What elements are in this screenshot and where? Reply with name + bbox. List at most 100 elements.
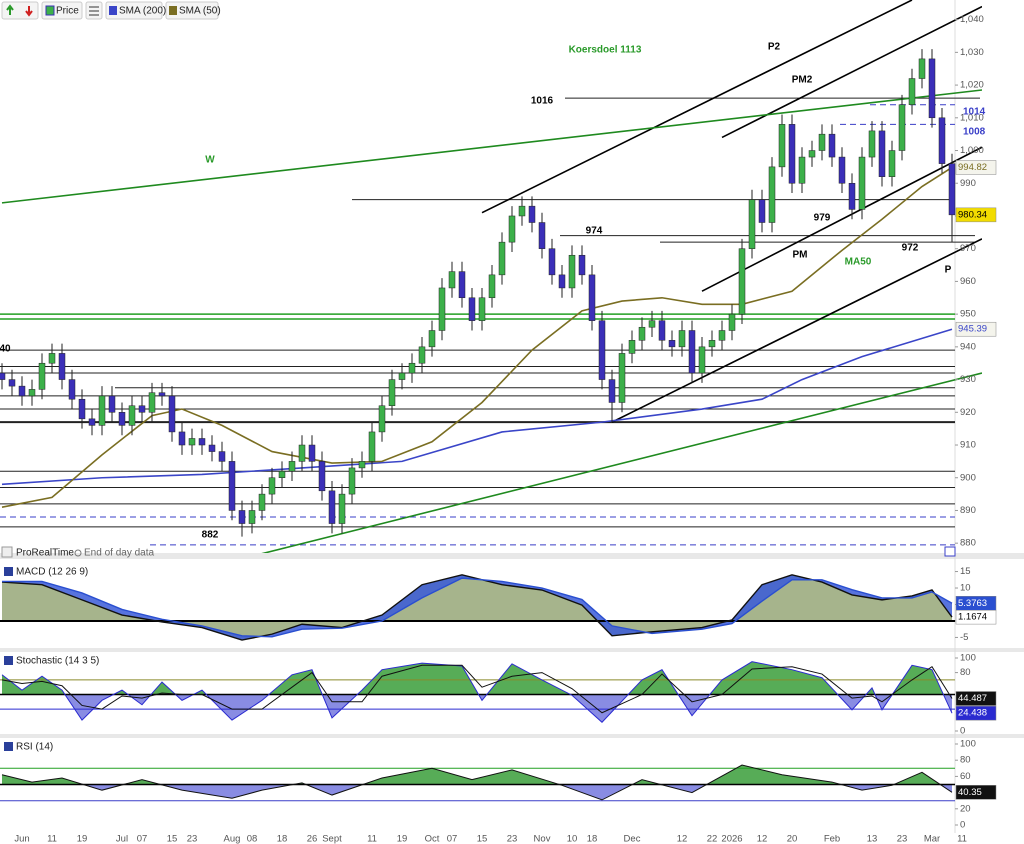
candle-body	[578, 254, 586, 276]
x-tick-label: 15	[477, 834, 488, 844]
y-tick-label: 1,020	[960, 80, 984, 91]
candle-body	[608, 379, 616, 403]
candle-body	[828, 133, 836, 158]
candle-body	[798, 156, 806, 184]
y-tick-label: 60	[960, 771, 971, 782]
x-tick-label: Oct	[425, 834, 440, 844]
area-above	[2, 661, 952, 695]
x-tick-label: 18	[277, 834, 288, 844]
candle-body	[878, 130, 886, 177]
corner-button[interactable]	[944, 546, 956, 557]
candle-body	[308, 444, 316, 462]
candle-body	[368, 431, 376, 462]
candle-body	[478, 297, 486, 321]
toolbar-item: SMA (50)	[179, 6, 221, 17]
candle-body	[718, 330, 726, 341]
x-tick-label: 15	[167, 834, 178, 844]
x-tick-label: 11	[47, 834, 57, 844]
x-tick-label: 13	[867, 834, 878, 844]
x-tick-label: Aug	[224, 834, 241, 844]
sma50-button[interactable]	[165, 1, 219, 20]
annotation: PM2	[792, 75, 813, 86]
trend-line	[481, 0, 913, 214]
annotation: W	[205, 155, 215, 166]
y-tick-label: 1,010	[960, 112, 984, 123]
footer-text: End of day data	[84, 548, 154, 559]
candle-body	[908, 78, 916, 105]
candle-body	[438, 287, 446, 331]
candle-body	[258, 493, 266, 511]
candle-body	[168, 395, 176, 433]
candle-body	[378, 405, 386, 433]
panel-icon	[4, 742, 13, 751]
y-tick-label: 930	[960, 374, 976, 385]
annotation: PM	[793, 250, 808, 261]
panel-separator	[0, 734, 1024, 738]
candle-body	[748, 199, 756, 249]
sma200-icon	[109, 6, 117, 15]
y-tick-label: 100	[960, 653, 976, 664]
x-tick-label: Nov	[534, 834, 551, 844]
arrows-button[interactable]	[1, 1, 39, 20]
candle-body	[468, 297, 476, 321]
x-tick-label: 10	[567, 834, 578, 844]
candle-body	[78, 398, 86, 420]
candle-body	[938, 117, 946, 164]
value-box	[955, 160, 997, 175]
moving-average	[1, 166, 953, 508]
candle-body	[38, 362, 46, 390]
candle-body	[418, 346, 426, 364]
candle-body	[818, 133, 826, 151]
candle-body	[758, 199, 766, 223]
candle-body	[788, 124, 796, 184]
candle-body	[868, 130, 876, 158]
trend-line	[1, 89, 982, 204]
candle-body	[918, 58, 926, 79]
x-tick-label: 18	[587, 834, 598, 844]
candle-body	[288, 461, 296, 472]
candle-body	[148, 392, 156, 413]
candle-body	[658, 320, 666, 341]
y-tick-label: 20	[960, 803, 971, 814]
candle-body	[48, 353, 56, 364]
candle-body	[498, 241, 506, 276]
footer-text: ProRealTime	[16, 548, 74, 559]
x-tick-label: 26	[307, 834, 318, 844]
y-tick-label: 990	[960, 178, 976, 189]
value-box-label: 24.438	[958, 708, 987, 719]
x-tick-label: 07	[137, 834, 148, 844]
y-tick-label: 1,040	[960, 14, 984, 25]
level-label: 1008	[963, 127, 986, 138]
candle-body	[518, 205, 526, 217]
value-box-label: 40.35	[958, 787, 982, 798]
candle-body	[548, 248, 556, 276]
value-box	[955, 595, 997, 611]
candle-body	[248, 510, 256, 524]
candle-body	[118, 412, 126, 426]
candle-body	[858, 156, 866, 210]
x-tick-label: 12	[757, 834, 768, 844]
annotation: 882	[202, 530, 219, 541]
candle-body	[558, 274, 566, 289]
candle-body	[888, 150, 896, 177]
value-box	[955, 321, 997, 337]
candle-body	[0, 372, 6, 380]
area-above	[2, 765, 952, 785]
sma200-button[interactable]	[105, 1, 163, 20]
value-box-label: 44.487	[958, 693, 987, 704]
panel-title: RSI (14)	[16, 742, 53, 753]
x-tick-label: 08	[247, 834, 258, 844]
footer-icon	[1, 546, 13, 558]
value-box	[955, 705, 997, 721]
toolbar[interactable]: Price SMA (200) SMA (50)	[1, 1, 221, 20]
footer: ProRealTime End of day data	[1, 546, 956, 559]
candle-body	[188, 438, 196, 446]
y-tick-label: 900	[960, 472, 976, 483]
candle-body	[458, 271, 466, 299]
candle-body	[18, 385, 26, 397]
sma50-icon	[169, 6, 177, 15]
candle-body	[318, 461, 326, 492]
price-plot	[0, 0, 982, 553]
x-tick-label: Feb	[824, 834, 840, 844]
x-tick-label: 23	[507, 834, 518, 844]
